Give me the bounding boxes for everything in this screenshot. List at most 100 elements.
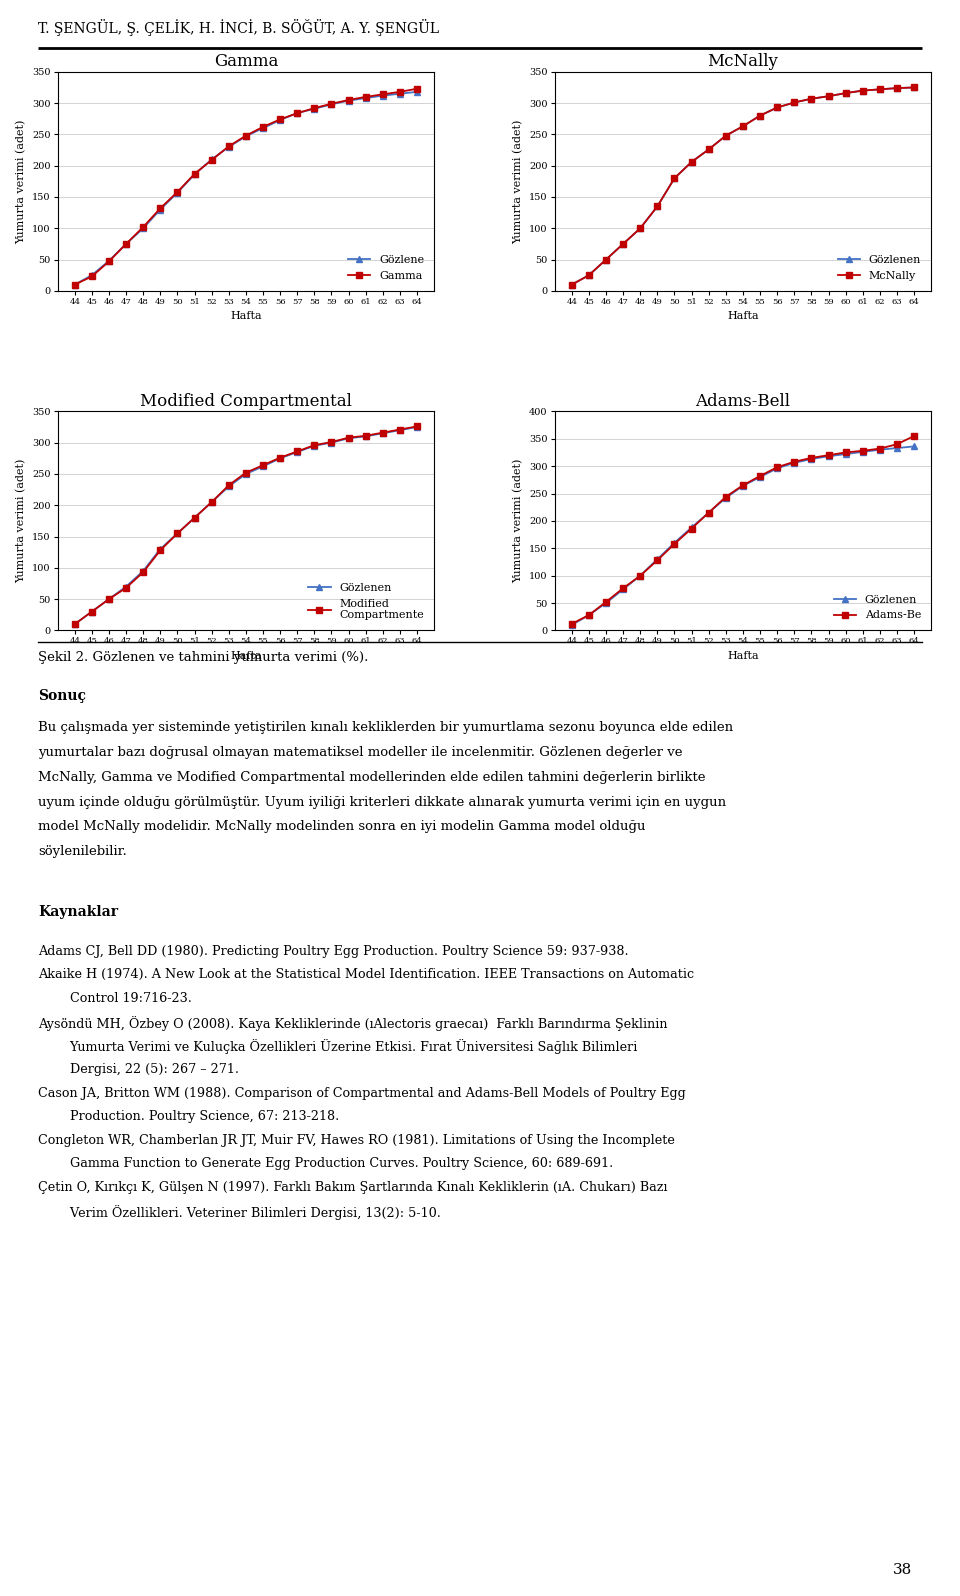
McNally xyxy=(583,265,594,284)
Gamma xyxy=(155,198,166,217)
Y-axis label: Yumurta verimi (adet): Yumurta verimi (adet) xyxy=(514,120,523,244)
Gözlenen xyxy=(583,265,594,284)
Gözlene xyxy=(240,126,252,145)
Text: Gamma Function to Generate Egg Production Curves. Poultry Science, 60: 689-691.: Gamma Function to Generate Egg Productio… xyxy=(38,1157,613,1170)
Gözlenen xyxy=(703,503,714,522)
Modified
Compartmente xyxy=(223,476,234,495)
Line: Gözlenen: Gözlenen xyxy=(569,85,917,287)
Adams-Be xyxy=(703,503,714,522)
Gözlenen xyxy=(566,275,578,294)
Y-axis label: Yumurta verimi (adet): Yumurta verimi (adet) xyxy=(514,458,523,583)
Gözlene xyxy=(69,275,81,294)
Modified
Compartmente xyxy=(292,442,303,461)
Text: Aysöndü MH, Özbey O (2008). Kaya Kekliklerinde (ıAlectoris graecaı)  Farklı Barı: Aysöndü MH, Özbey O (2008). Kaya Keklikl… xyxy=(38,1015,668,1031)
Text: Akaike H (1974). A New Look at the Statistical Model Identification. IEEE Transa: Akaike H (1974). A New Look at the Stati… xyxy=(38,969,694,982)
Gözlenen xyxy=(857,81,869,101)
Gamma xyxy=(205,150,217,169)
Gözlenen xyxy=(823,86,834,105)
Gözlenen xyxy=(685,517,697,536)
McNally xyxy=(805,89,817,109)
Modified
Compartmente xyxy=(120,578,132,597)
Gözlenen xyxy=(120,578,132,597)
Text: Çetin O, Kırıkçı K, Gülşen N (1997). Farklı Bakım Şartlarında Kınalı Kekliklerin: Çetin O, Kırıkçı K, Gülşen N (1997). Far… xyxy=(38,1181,668,1194)
X-axis label: Hafta: Hafta xyxy=(727,311,758,321)
Gamma xyxy=(257,118,269,137)
Gözlenen xyxy=(257,456,269,476)
Title: McNally: McNally xyxy=(708,53,779,70)
Gamma xyxy=(172,182,183,201)
Gözlenen xyxy=(652,196,663,215)
Gamma xyxy=(325,94,337,113)
Modified
Compartmente xyxy=(69,614,81,634)
Modified
Compartmente xyxy=(86,602,98,621)
Gözlenen xyxy=(189,508,201,527)
Adams-Be xyxy=(823,445,834,464)
Y-axis label: Yumurta verimi (adet): Yumurta verimi (adet) xyxy=(16,120,27,244)
Text: Şekil 2. Gözlenen ve tahmini yumurta verimi (%).: Şekil 2. Gözlenen ve tahmini yumurta ver… xyxy=(38,651,369,664)
Adams-Be xyxy=(583,605,594,624)
McNally xyxy=(788,93,800,112)
Gözlenen xyxy=(788,93,800,112)
McNally xyxy=(823,86,834,105)
Adams-Be xyxy=(685,519,697,538)
Adams-Be xyxy=(755,466,766,485)
Gözlene xyxy=(172,184,183,203)
Gözlenen xyxy=(600,594,612,613)
Line: Gamma: Gamma xyxy=(72,86,420,287)
Text: 38: 38 xyxy=(893,1562,912,1577)
McNally xyxy=(600,251,612,270)
Gözlene xyxy=(137,219,149,238)
X-axis label: Hafta: Hafta xyxy=(727,651,758,661)
Modified
Compartmente xyxy=(257,455,269,474)
Gamma xyxy=(240,126,252,145)
Text: T. ŞENGÜL, Ş. ÇELİK, H. İNCİ, B. SÖĞÜT, A. Y. ŞENGÜL: T. ŞENGÜL, Ş. ÇELİK, H. İNCİ, B. SÖĞÜT, … xyxy=(38,19,440,37)
Modified
Compartmente xyxy=(172,523,183,543)
Adams-Be xyxy=(566,614,578,634)
McNally xyxy=(566,275,578,294)
Gözlene xyxy=(395,85,406,104)
McNally xyxy=(669,169,681,188)
Gamma xyxy=(86,267,98,286)
Adams-Be xyxy=(772,458,783,477)
Adams-Be xyxy=(720,487,732,506)
Gözlenen xyxy=(155,539,166,559)
Text: Kaynaklar: Kaynaklar xyxy=(38,905,118,919)
Gamma xyxy=(395,83,406,102)
Line: Gözlenen: Gözlenen xyxy=(569,444,917,627)
Text: Yumurta Verimi ve Kuluçka Özellikleri Üzerine Etkisi. Fırat Üniversitesi Sağlık : Yumurta Verimi ve Kuluçka Özellikleri Üz… xyxy=(38,1039,637,1055)
Line: Adams-Be: Adams-Be xyxy=(569,433,917,627)
Gözlenen xyxy=(823,447,834,466)
Gamma xyxy=(120,235,132,254)
Title: Adams-Bell: Adams-Bell xyxy=(695,393,790,410)
McNally xyxy=(617,235,629,254)
Gamma xyxy=(377,85,389,104)
Text: Congleton WR, Chamberlan JR JT, Muir FV, Hawes RO (1981). Limitations of Using t: Congleton WR, Chamberlan JR JT, Muir FV,… xyxy=(38,1133,675,1148)
Text: Control 19:716-23.: Control 19:716-23. xyxy=(38,993,192,1005)
Gözlenen xyxy=(788,453,800,472)
Text: model McNally modelidir. McNally modelinden sonra en iyi modelin Gamma model old: model McNally modelidir. McNally modelin… xyxy=(38,820,646,833)
Gamma xyxy=(189,164,201,184)
Modified
Compartmente xyxy=(395,420,406,439)
Title: Modified Compartmental: Modified Compartmental xyxy=(140,393,351,410)
Gözlenen xyxy=(292,442,303,461)
Gözlenen xyxy=(69,614,81,634)
Text: McNally, Gamma ve Modified Compartmental modellerinden elde edilen tahmini değer: McNally, Gamma ve Modified Compartmental… xyxy=(38,771,706,784)
Gözlenen xyxy=(172,523,183,543)
Gözlenen xyxy=(875,80,886,99)
Gözlene xyxy=(343,91,354,110)
Adams-Be xyxy=(857,440,869,460)
Text: uyum içinde olduğu görülmüştür. Uyum iyiliği kriterleri dikkate alınarak yumurta: uyum içinde olduğu görülmüştür. Uyum iyi… xyxy=(38,795,727,809)
Gözlenen xyxy=(652,549,663,568)
Gözlenen xyxy=(720,488,732,508)
Modified
Compartmente xyxy=(411,417,422,436)
Gözlenen xyxy=(669,533,681,552)
Adams-Be xyxy=(875,439,886,458)
Gamma xyxy=(103,252,114,271)
Gözlenen xyxy=(583,605,594,624)
McNally xyxy=(875,80,886,99)
Gözlene xyxy=(205,150,217,169)
Gözlene xyxy=(86,265,98,284)
Gözlenen xyxy=(617,235,629,254)
McNally xyxy=(652,196,663,215)
Gözlenen xyxy=(755,105,766,124)
